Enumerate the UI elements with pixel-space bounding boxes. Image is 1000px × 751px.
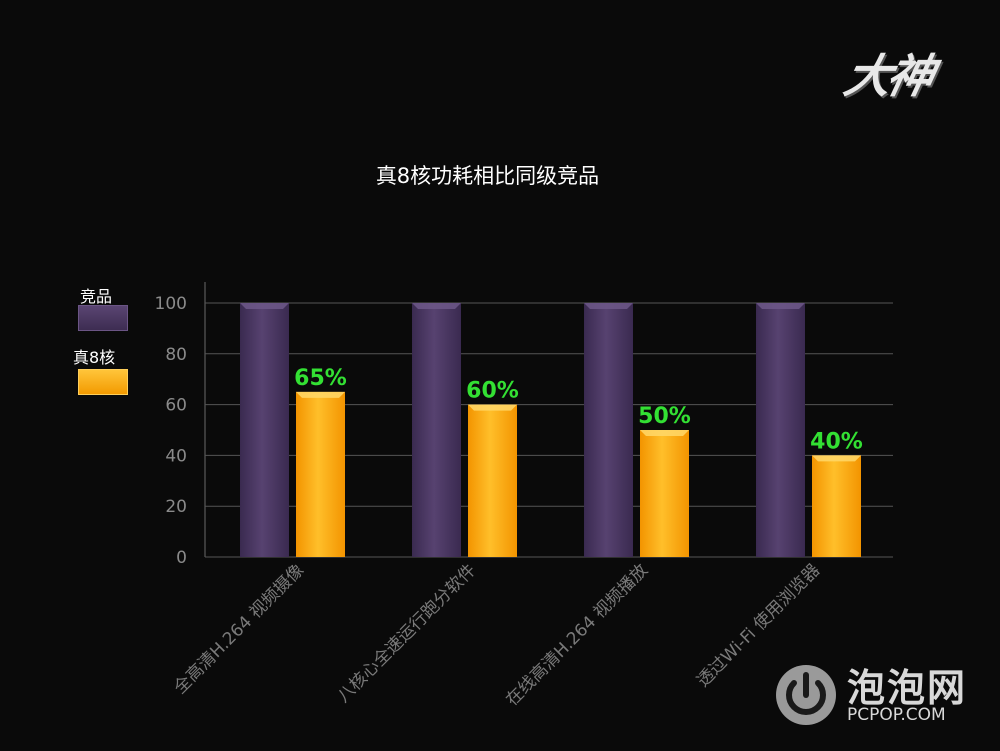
bar-true8 xyxy=(812,455,861,557)
pcpop-name-en: PCPOP.COM xyxy=(847,705,946,725)
x-category-label: 在线高清H.264 视频播放 xyxy=(502,560,652,710)
chart-title: 真8核功耗相比同级竞品 xyxy=(375,164,600,188)
pcpop-watermark: 泡泡网 PCPOP.COM xyxy=(770,655,980,735)
data-label: 60% xyxy=(466,379,519,404)
y-tick-label: 20 xyxy=(165,497,187,517)
y-tick-label: 60 xyxy=(165,396,187,416)
legend-swatch-true8 xyxy=(78,369,128,395)
legend-swatch-competitor xyxy=(78,305,128,331)
bar-bevel xyxy=(240,303,289,309)
y-tick-label: 100 xyxy=(155,294,187,314)
bar-competitor xyxy=(756,303,805,557)
bar-bevel xyxy=(584,303,633,309)
bar-bevel xyxy=(640,430,689,436)
legend-label-competitor: 竞品 xyxy=(80,287,113,306)
bar-competitor xyxy=(412,303,461,557)
data-label: 65% xyxy=(294,366,347,391)
power-icon xyxy=(776,665,836,725)
data-label: 50% xyxy=(638,404,691,429)
bar-competitor xyxy=(584,303,633,557)
y-tick-label: 40 xyxy=(165,446,187,466)
bar-competitor xyxy=(240,303,289,557)
bar-true8 xyxy=(640,430,689,557)
pcpop-name-cn: 泡泡网 xyxy=(847,666,968,710)
bar-bevel xyxy=(412,303,461,309)
data-label: 40% xyxy=(810,429,863,454)
x-category-label: 全高清H.264 视频摄像 xyxy=(170,560,308,698)
bar-bevel xyxy=(296,391,345,398)
bar-bevel xyxy=(468,404,517,411)
legend-label-true8: 真8核 xyxy=(73,348,116,367)
bar-true8 xyxy=(468,404,517,557)
x-category-label: 八核心全速运行跑分软件 xyxy=(334,560,480,706)
bar-bevel xyxy=(812,455,861,462)
bar-true8 xyxy=(296,391,345,557)
y-tick-label: 0 xyxy=(176,548,187,568)
bar-bevel xyxy=(756,303,805,309)
y-tick-label: 80 xyxy=(165,345,187,365)
